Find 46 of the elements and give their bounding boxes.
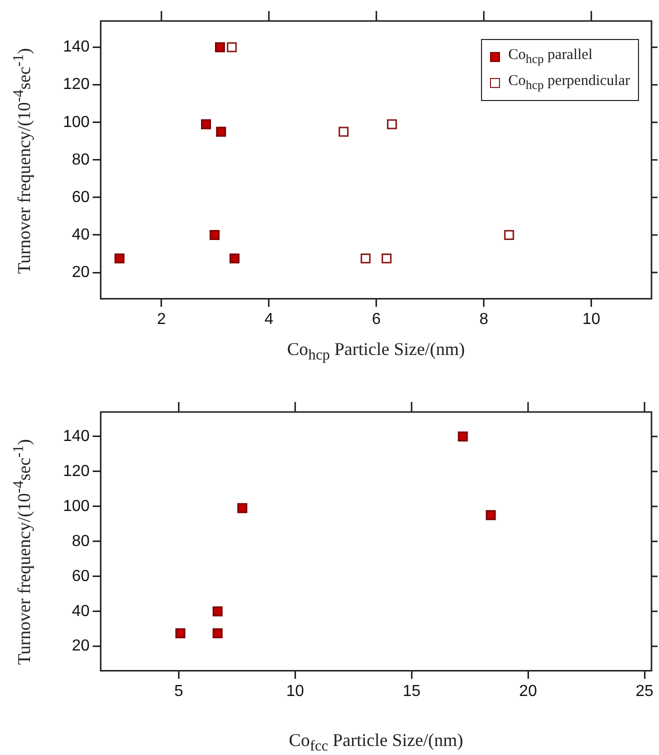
point xyxy=(215,42,225,52)
point xyxy=(212,628,223,638)
legend-label: Co$_{hcp}$ perpendicular xyxy=(508,72,630,94)
point xyxy=(458,431,468,442)
point xyxy=(226,42,237,52)
x-tick-label: 4 xyxy=(264,310,274,328)
x-tick-label: 20 xyxy=(519,682,538,700)
y-tick-label: 120 xyxy=(62,462,90,480)
point xyxy=(386,119,397,130)
y-tick-label: 80 xyxy=(72,151,90,168)
point xyxy=(237,503,248,514)
y-tick-label: 40 xyxy=(72,226,90,244)
point xyxy=(201,119,212,130)
point xyxy=(338,126,349,137)
y-tick-label: 140 xyxy=(62,428,90,445)
point xyxy=(504,230,514,240)
x-tick-label: 6 xyxy=(372,310,381,328)
x-tick-label: 2 xyxy=(156,310,166,328)
x-tick-label: 10 xyxy=(286,682,304,700)
x-axis-title: Co$_{hcp}$ Particle Size/(nm) xyxy=(286,339,466,365)
x-tick-label: 25 xyxy=(636,682,654,700)
x-tick-label: 10 xyxy=(582,310,600,328)
y-tick-label: 60 xyxy=(72,188,90,206)
point xyxy=(360,253,371,264)
legend-label: Co$_{hcp}$ parallel xyxy=(508,46,593,68)
y-tick-label: 140 xyxy=(62,38,90,56)
point xyxy=(114,253,124,264)
point xyxy=(486,510,496,520)
x-tick-label: 8 xyxy=(479,310,488,328)
y-tick-label: 100 xyxy=(62,498,90,515)
y-tick-label: 120 xyxy=(62,76,90,94)
y-tick-label: 80 xyxy=(72,532,90,550)
point xyxy=(230,253,240,264)
point xyxy=(210,230,220,240)
y-tick-label: 60 xyxy=(72,568,90,585)
x-tick-label: 15 xyxy=(402,682,421,700)
x-axis-title: Co$_{fcc}$ Particle Size/(nm) xyxy=(288,730,464,755)
point xyxy=(216,126,226,137)
y-tick-label: 20 xyxy=(72,264,90,281)
x-tick-label: 5 xyxy=(174,682,184,700)
y-tick-label: 100 xyxy=(62,114,90,131)
y-tick-label: 20 xyxy=(72,638,90,655)
point xyxy=(175,628,186,638)
point xyxy=(212,606,223,616)
point xyxy=(382,253,392,264)
y-tick-label: 40 xyxy=(72,602,90,620)
